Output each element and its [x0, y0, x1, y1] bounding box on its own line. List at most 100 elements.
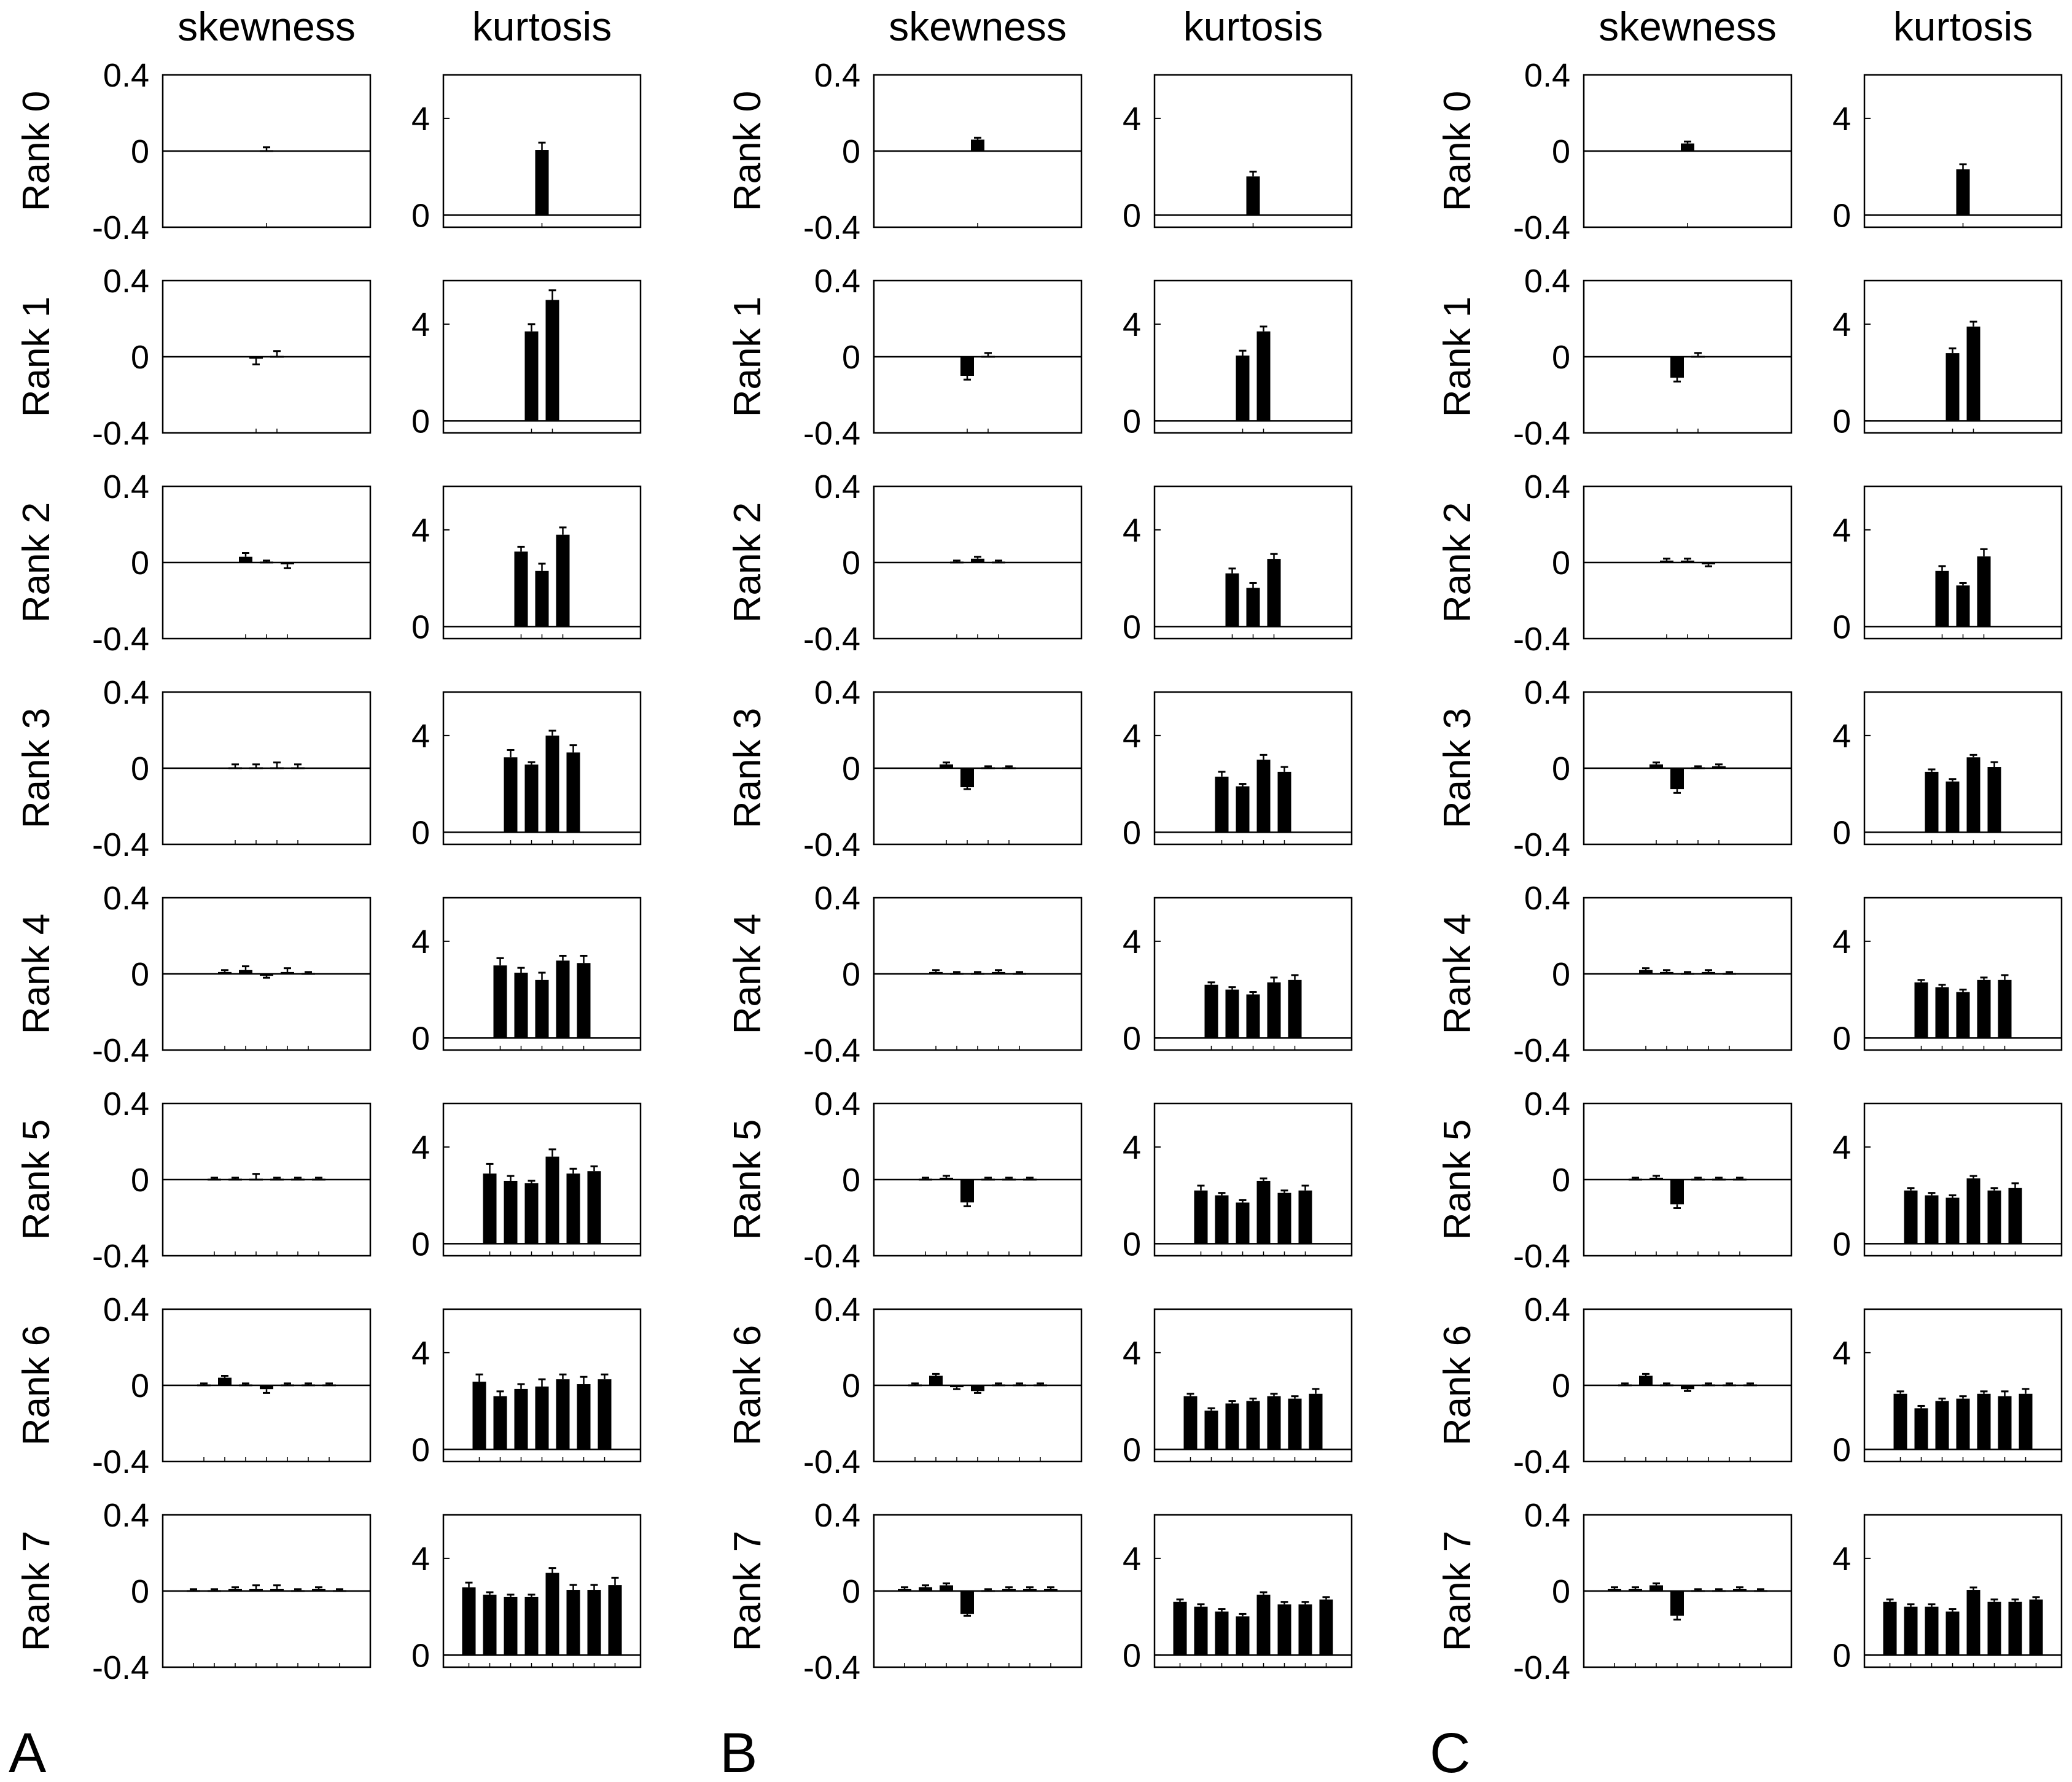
kurtosis-bar: [1256, 1594, 1271, 1656]
row-label: Rank 6: [15, 1325, 58, 1445]
kurtosis-bar: [608, 1585, 622, 1656]
kurtosis-bar: [1935, 1401, 1949, 1450]
skewness-ytick-label: 0: [842, 956, 860, 993]
row-label: Rank 0: [726, 91, 769, 211]
skewness-ytick-label: -0.4: [92, 209, 149, 246]
skewness-bar: [249, 1589, 263, 1591]
kurtosis-ytick-label: 0: [1123, 814, 1141, 851]
row-rank-1: Rank 1 0.4 0 -0.4 4 0: [15, 263, 642, 452]
skewness-ytick-label: 0: [1552, 339, 1570, 376]
kurtosis-bar: [535, 1386, 549, 1450]
kurtosis-bar: [1925, 1606, 1939, 1656]
row-rank-7: Rank 7 0.4 0 -0.4 4 0: [15, 1497, 642, 1686]
skewness-bar: [929, 971, 943, 974]
skewness-bar: [312, 1589, 325, 1591]
kurtosis-bar: [1987, 767, 2001, 833]
skewness-ytick-label: -0.4: [1513, 1238, 1570, 1275]
skewness-ytick-label: 0.4: [103, 469, 149, 505]
skewness-ytick-label: 0: [131, 750, 149, 787]
skewness-ytick-label: -0.4: [803, 209, 860, 246]
kurtosis-bar: [1998, 979, 2012, 1038]
skewness-bar: [270, 1589, 284, 1591]
kurtosis-ytick-label: 4: [1832, 924, 1851, 960]
skewness-bar: [940, 1585, 953, 1591]
kurtosis-bar: [1298, 1190, 1312, 1244]
kurtosis-bar: [2029, 1599, 2043, 1656]
skewness-bar: [239, 970, 252, 974]
skewness-bar: [281, 971, 294, 974]
row-label: Rank 2: [726, 502, 769, 623]
skewness-ytick-label: 0: [1552, 1573, 1570, 1610]
kurtosis-ytick-label: 0: [1832, 1226, 1851, 1263]
kurtosis-bar: [1956, 169, 1970, 216]
row-label: Rank 1: [15, 297, 58, 417]
skewness-ytick-label: 0.4: [1524, 674, 1570, 711]
kurtosis-frame: [1863, 1514, 2063, 1668]
skewness-bar: [971, 1385, 984, 1391]
kurtosis-ytick-label: 0: [1123, 1226, 1141, 1263]
skewness-ytick-label: 0.4: [814, 1291, 860, 1328]
kurtosis-frame: [442, 691, 642, 846]
kurtosis-frame: [442, 1102, 642, 1257]
kurtosis-bar: [577, 1384, 591, 1450]
kurtosis-bar: [1966, 757, 1980, 833]
kurtosis-ytick-label: 4: [1123, 718, 1141, 755]
skewness-bar: [1649, 1177, 1663, 1180]
kurtosis-ytick-label: 0: [411, 1226, 430, 1263]
kurtosis-bar: [1194, 1606, 1208, 1656]
row-rank-6: Rank 6 0.4 0 -0.4 4 0: [1436, 1291, 2063, 1480]
skewness-ytick-label: 0: [131, 956, 149, 993]
skewness-ytick-label: -0.4: [92, 1444, 149, 1480]
skewness-ytick-label: 0.4: [103, 674, 149, 711]
kurtosis-ytick-label: 4: [1123, 101, 1141, 138]
column-title-kurtosis: kurtosis: [472, 4, 612, 49]
skewness-bar: [1733, 1589, 1747, 1591]
row-rank-5: Rank 5 0.4 0 -0.4 4 0: [1436, 1086, 2063, 1275]
skewness-ytick-label: 0: [1552, 133, 1570, 170]
skewness-ytick-label: 0: [842, 545, 860, 582]
kurtosis-bar: [1987, 1190, 2001, 1244]
panel-letter: C: [1430, 1722, 1470, 1782]
skewness-bar: [1002, 1589, 1016, 1591]
kurtosis-bar: [514, 551, 528, 627]
skewness-bar: [260, 974, 273, 976]
row-label: Rank 5: [726, 1119, 769, 1240]
kurtosis-bar: [1236, 356, 1250, 421]
kurtosis-ytick-label: 4: [1832, 718, 1851, 755]
skewness-bar: [281, 562, 294, 565]
kurtosis-bar: [1966, 1178, 1980, 1244]
kurtosis-bar: [1956, 585, 1970, 627]
kurtosis-bar: [1945, 1611, 1960, 1656]
row-label: Rank 0: [1436, 91, 1479, 211]
row-rank-6: Rank 6 0.4 0 -0.4 4 0: [15, 1291, 642, 1480]
row-rank-6: Rank 6 0.4 0 -0.4 4 0: [726, 1291, 1353, 1480]
kurtosis-ytick-label: 4: [1123, 1541, 1141, 1578]
kurtosis-bar: [1935, 570, 1949, 627]
kurtosis-bar: [1225, 573, 1239, 627]
kurtosis-bar: [587, 1590, 601, 1656]
kurtosis-bar: [1215, 776, 1229, 833]
column-title-kurtosis: kurtosis: [1893, 4, 2033, 49]
skewness-ytick-label: 0.4: [103, 1291, 149, 1328]
kurtosis-bar: [556, 1379, 570, 1450]
kurtosis-bar: [545, 300, 559, 421]
row-rank-5: Rank 5 0.4 0 -0.4 4 0: [15, 1086, 642, 1275]
kurtosis-bar: [1883, 1601, 1897, 1656]
kurtosis-bar: [1236, 786, 1250, 833]
kurtosis-bar: [1173, 1601, 1187, 1656]
panel-letter: B: [720, 1722, 757, 1782]
kurtosis-bar: [1977, 556, 1991, 627]
panel-b: skewness kurtosis B Rank 0 0.4 0 -0.4 4 0 Rank 1 0…: [720, 4, 1353, 1782]
kurtosis-frame: [1153, 279, 1353, 434]
kurtosis-bar: [1935, 987, 1949, 1038]
kurtosis-bar: [577, 963, 591, 1038]
kurtosis-ytick-label: 0: [1123, 197, 1141, 234]
kurtosis-bar: [587, 1171, 601, 1244]
kurtosis-ytick-label: 0: [1832, 814, 1851, 851]
kurtosis-frame: [1863, 691, 2063, 846]
row-label: Rank 4: [726, 914, 769, 1034]
kurtosis-bar: [493, 965, 507, 1038]
kurtosis-bar: [1998, 1396, 2012, 1450]
skewness-ytick-label: 0.4: [814, 674, 860, 711]
kurtosis-bar: [493, 1396, 507, 1450]
